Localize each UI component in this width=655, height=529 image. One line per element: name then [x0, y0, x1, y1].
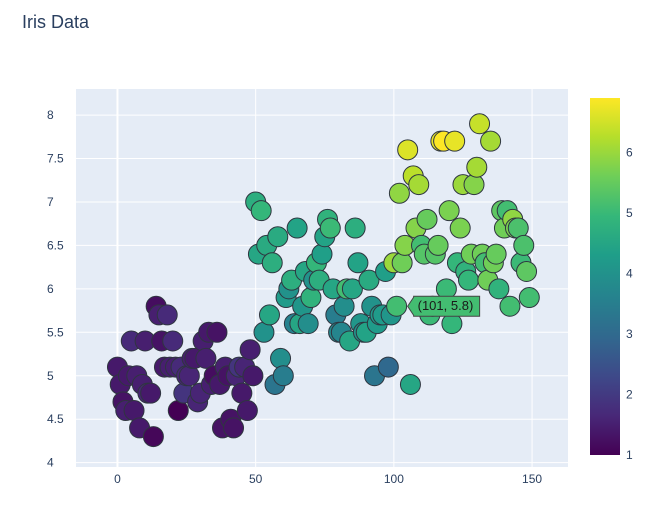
data-point[interactable] — [377, 356, 399, 378]
y-tick-label: 4.5 — [47, 412, 64, 426]
colorbar-tick-label: 5 — [626, 206, 633, 220]
hover-label: (101, 5.8) — [418, 298, 474, 313]
y-axis-ticks: 4 4.5 5 5.5 6 6.5 7 7.5 8 — [47, 108, 64, 470]
y-tick-label: 4 — [47, 456, 54, 470]
data-point[interactable] — [457, 269, 479, 291]
y-tick-label: 7 — [47, 195, 54, 209]
data-point[interactable] — [397, 139, 419, 161]
data-point[interactable] — [516, 260, 538, 282]
colorbar-tick-label: 6 — [626, 145, 633, 159]
x-tick-label: 50 — [249, 472, 263, 486]
data-point[interactable] — [518, 287, 540, 309]
data-point[interactable] — [272, 365, 294, 387]
data-point[interactable] — [236, 400, 258, 422]
data-point[interactable] — [408, 174, 430, 196]
data-point[interactable] — [142, 426, 164, 448]
colorbar-tick-label: 2 — [626, 387, 633, 401]
data-point[interactable] — [438, 200, 460, 222]
data-point[interactable] — [427, 234, 449, 256]
data-point[interactable] — [258, 304, 280, 326]
data-point[interactable] — [480, 130, 502, 152]
y-tick-label: 6.5 — [47, 238, 64, 252]
data-point[interactable] — [488, 278, 510, 300]
data-point[interactable] — [513, 234, 535, 256]
data-point[interactable] — [449, 217, 471, 239]
data-point[interactable] — [261, 252, 283, 274]
data-point[interactable] — [250, 200, 272, 222]
colorbar-tick-label: 3 — [626, 327, 633, 341]
scatter-points — [106, 113, 540, 448]
data-point[interactable] — [358, 269, 380, 291]
data-point[interactable] — [463, 174, 485, 196]
colorbar — [590, 98, 620, 455]
data-point[interactable] — [319, 217, 341, 239]
data-point[interactable] — [140, 382, 162, 404]
data-point[interactable] — [347, 252, 369, 274]
data-point[interactable] — [388, 182, 410, 204]
x-axis-ticks: 0 50 100 150 — [114, 472, 542, 486]
y-tick-label: 5 — [47, 369, 54, 383]
data-point[interactable] — [341, 278, 363, 300]
y-tick-label: 8 — [47, 108, 54, 122]
data-point[interactable] — [391, 252, 413, 274]
data-point[interactable] — [239, 339, 261, 361]
data-point[interactable] — [444, 130, 466, 152]
x-tick-label: 0 — [114, 472, 121, 486]
data-point[interactable] — [286, 217, 308, 239]
data-point[interactable] — [466, 156, 488, 178]
y-tick-label: 7.5 — [47, 152, 64, 166]
hover-tooltip: (101, 5.8) — [407, 295, 481, 317]
data-point[interactable] — [469, 113, 491, 135]
hover-box — [407, 295, 481, 317]
colorbar-tick-label: 4 — [626, 266, 633, 280]
colorbar-ticks: 1 2 3 4 5 6 — [626, 145, 633, 462]
data-point[interactable] — [162, 330, 184, 352]
data-point[interactable] — [270, 347, 292, 369]
data-point[interactable] — [386, 295, 408, 317]
x-tick-label: 100 — [384, 472, 404, 486]
y-tick-label: 6 — [47, 282, 54, 296]
colorbar-tick-label: 1 — [626, 448, 633, 462]
data-point[interactable] — [399, 373, 421, 395]
data-point[interactable] — [485, 243, 507, 265]
data-point[interactable] — [156, 304, 178, 326]
data-point[interactable] — [311, 243, 333, 265]
data-point[interactable] — [267, 226, 289, 248]
data-point[interactable] — [344, 217, 366, 239]
data-point[interactable] — [416, 208, 438, 230]
x-tick-label: 150 — [522, 472, 542, 486]
data-point[interactable] — [297, 313, 319, 335]
y-tick-label: 5.5 — [47, 325, 64, 339]
chart-title: Iris Data — [22, 12, 90, 32]
data-point[interactable] — [195, 347, 217, 369]
data-point[interactable] — [242, 365, 264, 387]
data-point[interactable] — [223, 417, 245, 439]
data-point[interactable] — [499, 295, 521, 317]
data-point[interactable] — [206, 321, 228, 343]
